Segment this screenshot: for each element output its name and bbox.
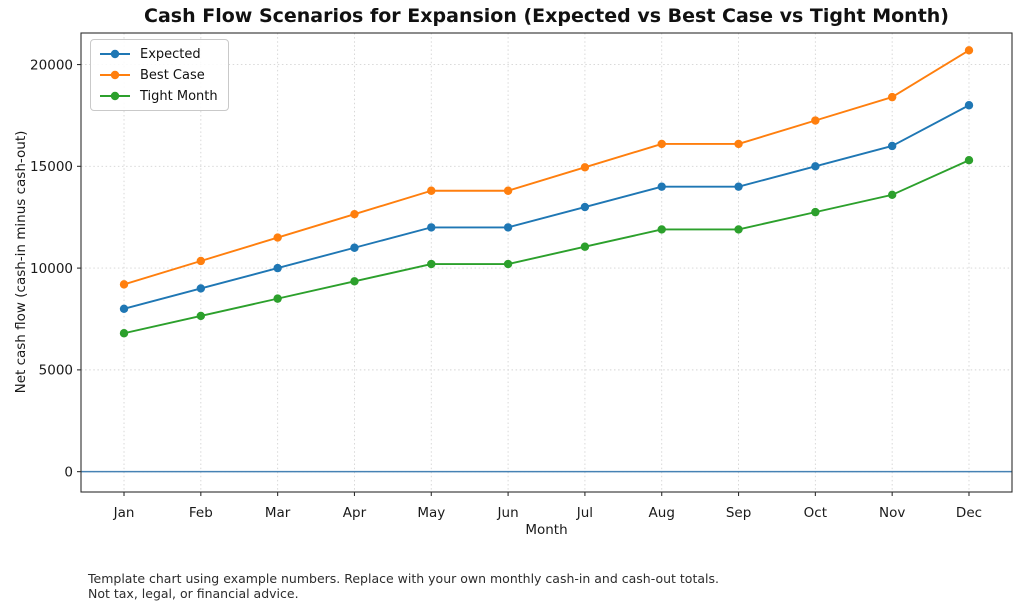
series-point-expected xyxy=(657,182,666,191)
series-point-best-case xyxy=(350,209,359,219)
x-tick-label: Feb xyxy=(189,505,213,521)
chart-title: Cash Flow Scenarios for Expansion (Expec… xyxy=(144,5,949,27)
series-point-expected xyxy=(734,182,743,191)
series-point-best-case xyxy=(964,46,974,55)
series-point-best-case xyxy=(580,163,590,172)
legend-label: Expected xyxy=(140,46,201,62)
series-point-tight-month xyxy=(811,207,820,217)
series-point-best-case xyxy=(657,139,666,149)
series-line-best-case xyxy=(123,49,970,286)
series-point-best-case xyxy=(887,92,897,102)
series-point-expected xyxy=(503,223,513,232)
series-point-expected xyxy=(887,141,897,151)
y-tick-label: 0 xyxy=(64,464,73,480)
series-point-expected xyxy=(119,304,129,314)
legend-marker-icon xyxy=(100,49,130,59)
series-point-expected xyxy=(196,284,206,293)
legend-label: Tight Month xyxy=(140,88,218,104)
y-tick-label: 20000 xyxy=(30,57,73,73)
legend-item-expected: Expected xyxy=(98,45,218,63)
x-tick-label: May xyxy=(417,505,445,521)
series-point-best-case xyxy=(119,280,129,289)
series-point-best-case xyxy=(196,256,206,266)
plot-border xyxy=(80,32,1013,493)
x-tick-label: Jun xyxy=(497,505,519,521)
footnote-line-1: Template chart using example numbers. Re… xyxy=(88,571,719,586)
legend-label: Best Case xyxy=(140,67,205,83)
series-point-tight-month xyxy=(580,242,590,251)
legend-item-best-case: Best Case xyxy=(98,66,218,84)
footnote-line-2: Not tax, legal, or financial advice. xyxy=(88,585,299,601)
x-tick-label: Sep xyxy=(726,505,751,521)
series-point-tight-month xyxy=(964,156,974,165)
x-tick-label: Dec xyxy=(956,505,982,521)
series-point-tight-month xyxy=(657,225,666,234)
series-point-tight-month xyxy=(196,311,206,321)
series-point-expected xyxy=(811,162,820,171)
x-tick-label: Apr xyxy=(343,505,367,521)
series-point-tight-month xyxy=(887,190,897,200)
series-line-expected xyxy=(123,104,970,310)
x-tick-label: Jan xyxy=(113,505,135,521)
x-tick-label: Oct xyxy=(804,505,827,521)
y-tick-label: 10000 xyxy=(30,261,73,277)
series-point-best-case xyxy=(811,116,820,125)
x-tick-label: Nov xyxy=(879,505,905,521)
legend-marker-icon xyxy=(100,91,130,101)
series-point-best-case xyxy=(503,186,513,195)
series-point-expected xyxy=(964,101,974,110)
series-point-expected xyxy=(580,202,590,212)
legend-item-tight-month: Tight Month xyxy=(98,87,218,105)
series-point-best-case xyxy=(427,186,436,195)
legend-marker-icon xyxy=(100,70,130,80)
y-tick-label: 15000 xyxy=(30,159,73,175)
footnote: Template chart using example numbers. Re… xyxy=(88,571,719,601)
series-point-expected xyxy=(350,243,359,252)
series-point-best-case xyxy=(734,139,743,149)
y-tick-label: 5000 xyxy=(39,363,73,379)
legend: Expected Best Case Tight Month xyxy=(90,39,229,111)
series-point-tight-month xyxy=(350,277,359,286)
series-point-tight-month xyxy=(273,294,282,303)
x-tick-label: Mar xyxy=(265,505,291,521)
series-point-tight-month xyxy=(427,259,436,269)
x-axis-label: Month xyxy=(525,522,568,538)
series-point-tight-month xyxy=(119,329,129,338)
series-point-tight-month xyxy=(734,225,743,234)
series-point-best-case xyxy=(273,233,282,242)
series-line-tight-month xyxy=(123,159,970,335)
x-tick-label: Aug xyxy=(649,505,675,521)
series-point-expected xyxy=(427,223,436,232)
series-point-tight-month xyxy=(503,259,513,269)
series-point-expected xyxy=(273,263,282,273)
x-tick-label: Jul xyxy=(576,505,593,521)
